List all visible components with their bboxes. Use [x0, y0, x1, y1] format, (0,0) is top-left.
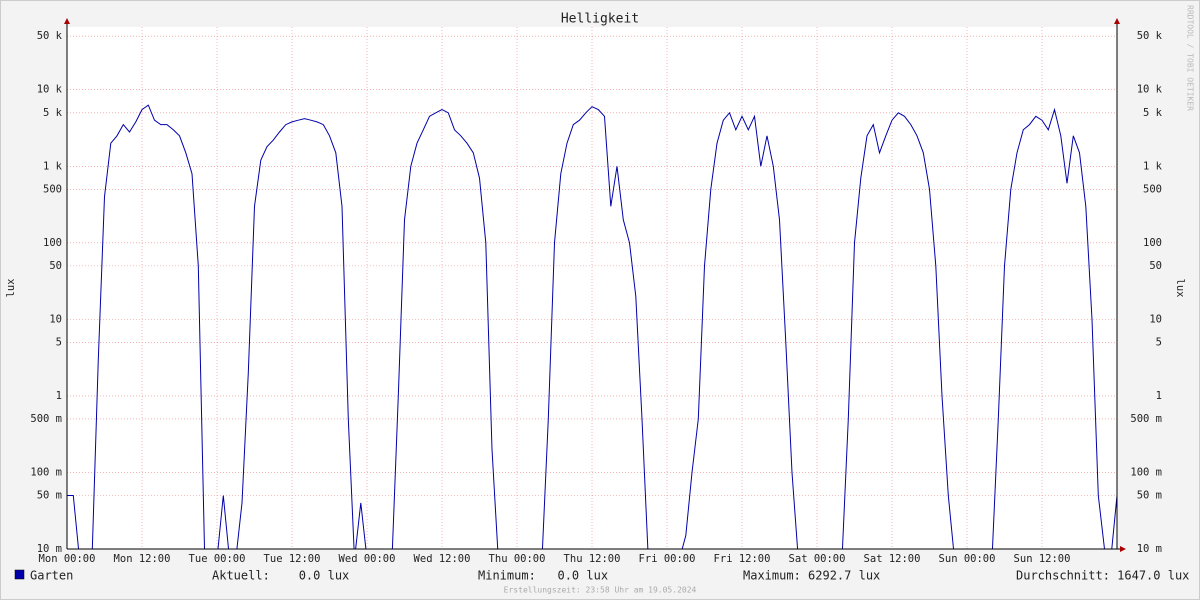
- watermark: RRDTOOL / TOBI OETIKER: [1186, 5, 1195, 111]
- y2-tick-label: 10: [1149, 313, 1162, 325]
- chart-title: Helligkeit: [561, 12, 639, 27]
- legend-stat: Minimum: 0.0 lux: [478, 569, 608, 583]
- x-tick-label: Sat 00:00: [789, 553, 846, 565]
- y-tick-label: 50 m: [37, 489, 62, 501]
- y-tick-label: 500 m: [30, 413, 62, 425]
- x-tick-label: Mon 00:00: [39, 553, 96, 565]
- y2-tick-label: 10 m: [1137, 543, 1162, 555]
- x-tick-label: Tue 12:00: [264, 553, 321, 565]
- y2-tick-label: 50 m: [1137, 489, 1162, 501]
- x-tick-label: Sun 00:00: [939, 553, 996, 565]
- y2-tick-label: 10 k: [1137, 84, 1163, 96]
- x-tick-label: Wed 12:00: [414, 553, 471, 565]
- y-tick-label: 10: [49, 313, 62, 325]
- y-tick-label: 1: [56, 390, 62, 402]
- plot: [66, 27, 1117, 550]
- x-tick-label: Fri 12:00: [714, 553, 771, 565]
- y-tick-label: 10 m: [37, 543, 62, 555]
- y-tick-label: 50 k: [37, 30, 63, 42]
- y2-tick-label: 500: [1143, 183, 1162, 195]
- series-line: [67, 104, 1117, 549]
- y2-axis-label: lux: [1174, 279, 1186, 298]
- y-tick-label: 10 k: [37, 84, 63, 96]
- x-tick-label: Thu 00:00: [489, 553, 546, 565]
- y-tick-label: 5 k: [43, 107, 63, 119]
- x-tick-label: Sat 12:00: [864, 553, 921, 565]
- y2-tick-label: 5: [1156, 336, 1162, 348]
- x-tick-label: Tue 00:00: [189, 553, 246, 565]
- y2-tick-label: 50 k: [1137, 30, 1163, 42]
- y2-tick-label: 5 k: [1143, 107, 1163, 119]
- x-tick-label: Sun 12:00: [1014, 553, 1071, 565]
- x-tick-label: Wed 00:00: [339, 553, 396, 565]
- legend-swatch: [14, 569, 25, 580]
- x-tick-label: Mon 12:00: [114, 553, 171, 565]
- legend-stat: Durchschnitt: 1647.0 lux: [1016, 569, 1189, 583]
- y2-tick-label: 100: [1143, 237, 1162, 249]
- footer: Erstellungszeit: 23:58 Uhr am 19.05.2024: [504, 586, 697, 595]
- y-tick-label: 5: [56, 336, 62, 348]
- y-tick-label: 500: [43, 183, 62, 195]
- y2-tick-label: 100 m: [1130, 466, 1162, 478]
- legend-label: Garten: [30, 569, 73, 583]
- y-tick-label: 100: [43, 237, 62, 249]
- y-tick-label: 100 m: [30, 466, 62, 478]
- y2-tick-label: 50: [1149, 260, 1162, 272]
- y2-tick-label: 1: [1156, 390, 1162, 402]
- y2-tick-label: 500 m: [1130, 413, 1162, 425]
- y-tick-label: 50: [49, 260, 62, 272]
- legend-stat: Maximum: 6292.7 lux: [743, 569, 880, 583]
- y2-tick-label: 1 k: [1143, 160, 1163, 172]
- y-tick-label: 1 k: [43, 160, 63, 172]
- x-tick-label: Fri 00:00: [639, 553, 696, 565]
- legend-stat: Aktuell: 0.0 lux: [212, 569, 349, 583]
- y-axis-label: lux: [5, 279, 17, 298]
- x-tick-label: Thu 12:00: [564, 553, 621, 565]
